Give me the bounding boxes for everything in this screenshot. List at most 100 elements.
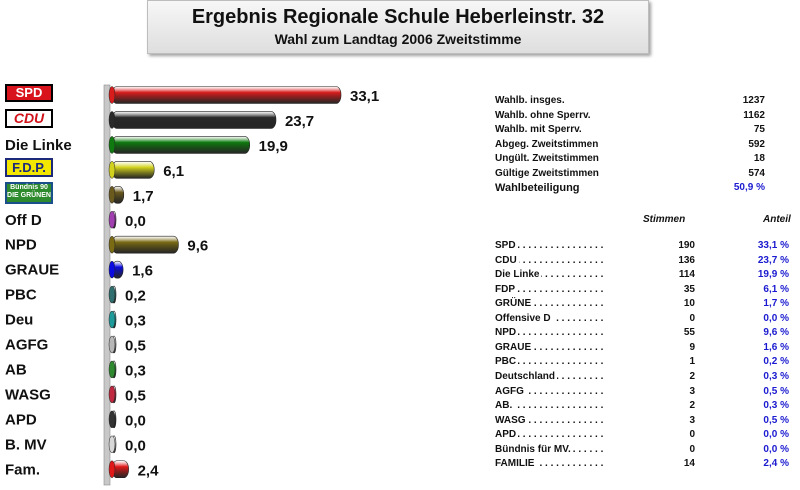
votes-value: 136: [678, 254, 695, 266]
votes-value: 0: [689, 312, 695, 324]
party-label: AB: [5, 361, 27, 378]
share-value: 23,7 %: [757, 254, 789, 266]
share-header: Anteil: [763, 214, 791, 225]
value-label: 0,0: [125, 412, 146, 429]
party-name: Offensive D: [495, 312, 553, 324]
results-row: . . . . . . . . . . . . . . . . . . . .G…: [495, 298, 794, 312]
bar-chart: Die Linke Off D NPD GRAUE PBC Deu AGFG AB WASG AP…: [5, 84, 379, 486]
votes-value: 55: [683, 327, 695, 339]
axis-wall: [103, 84, 111, 486]
share-value: 0,0 %: [763, 429, 789, 441]
stats-value: 574: [748, 167, 765, 179]
stats-value: 18: [753, 153, 765, 164]
leader-dots: . . . . . . . . . . . . . . . . . . . .: [495, 269, 604, 281]
value-label: 0,5: [125, 387, 146, 404]
bar: [111, 111, 277, 129]
leader-dots: . . . . . . . . . . . . . . . . . . . .: [495, 356, 604, 368]
chart-subtitle: Wahl zum Landtag 2006 Zweitstimme: [274, 31, 522, 47]
results-row: . . . . . . . . . . . . . . . . . . . .S…: [495, 240, 794, 254]
votes-value: 1: [689, 356, 695, 368]
bar: [111, 136, 250, 154]
leader-dots: . . . . . . . . . . . . . . . . . . . .: [495, 283, 604, 295]
party-label: GRAUE: [5, 262, 59, 279]
votes-value: 0: [689, 443, 695, 455]
leader-dots: . . . . . . . . . . . . . . . . . . . .: [495, 385, 604, 397]
votes-header: Stimmen: [643, 214, 686, 225]
share-value: 0,0 %: [763, 443, 789, 455]
leader-dots: . . . . . . . . . . . . . . . . . . . .: [495, 341, 604, 353]
value-label: 0,2: [125, 288, 146, 305]
cdu-logo: CDU: [5, 109, 53, 128]
party-name: Deutschland: [495, 370, 558, 382]
party-label: NPD: [5, 237, 37, 254]
votes-value: 190: [678, 240, 695, 251]
stats-row: Gültige Zweitstimmen 574: [495, 168, 765, 182]
party-label: PBC: [5, 287, 37, 304]
value-label: 23,7: [285, 113, 314, 130]
votes-value: 10: [683, 298, 695, 310]
party-name: FDP: [495, 283, 517, 295]
bar-base: [108, 435, 116, 454]
stats-label: Wahlb. ohne Sperrv.: [495, 109, 591, 121]
bar-base: [108, 460, 116, 478]
results-row: . . . . . . . . . . . . . . . . . . . .A…: [495, 429, 794, 443]
results-row: . . . . . . . . . . . . . . . . . . . .D…: [495, 370, 794, 385]
results-row: . . . . . . . . . . . . . . . . . . . .D…: [495, 269, 794, 283]
leader-dots: . . . . . . . . . . . . . . . . . . . .: [495, 240, 604, 251]
leader-dots: . . . . . . . . . . . . . . . . . . . .: [495, 458, 604, 470]
value-label: 0,0: [125, 437, 146, 454]
votes-value: 114: [678, 269, 695, 281]
party-name: CDU: [495, 254, 519, 266]
leader-dots: . . . . . . . . . . . . . . . . . . . .: [495, 298, 604, 310]
stats-value: 592: [748, 138, 765, 150]
bar-base: [108, 211, 116, 229]
stats-label: Gültige Zweitstimmen: [495, 167, 599, 179]
share-value: 0,3 %: [763, 370, 789, 382]
share-value: 0,3 %: [763, 400, 789, 412]
share-value: 19,9 %: [757, 269, 789, 281]
party-name: FAMILIE: [495, 458, 537, 470]
stats-row: Wahlb. ohne Sperrv. 1162: [495, 110, 765, 124]
stats-label: Wahlb. mit Sperrv.: [495, 124, 582, 135]
share-value: 6,1 %: [763, 283, 789, 295]
party-name: SPD: [495, 240, 518, 251]
share-value: 9,6 %: [763, 327, 789, 339]
value-label: 1,7: [133, 188, 154, 205]
share-value: 0,5 %: [763, 385, 789, 397]
stats-label: Abgeg. Zweitstimmen: [495, 138, 599, 150]
results-row: . . . . . . . . . . . . . . . . . . . .F…: [495, 283, 794, 298]
results-row: . . . . . . . . . . . . . . . . . . . .P…: [495, 356, 794, 370]
party-label: Deu: [5, 312, 33, 329]
results-row: . . . . . . . . . . . . . . . . . . . .C…: [495, 254, 794, 269]
stats-value: 1162: [743, 109, 765, 121]
value-label: 0,5: [125, 338, 146, 355]
leader-dots: . . . . . . . . . . . . . . . . . . . .: [495, 414, 604, 426]
party-name: GRAUE: [495, 341, 534, 353]
party-label: WASG: [5, 386, 51, 403]
value-label: 1,6: [132, 263, 153, 280]
stats-row: Wahlb. mit Sperrv. 75: [495, 124, 765, 138]
share-value: 0,0 %: [763, 312, 789, 324]
value-label: 2,4: [138, 462, 160, 479]
bar: [111, 235, 179, 254]
fdp-logo: F.D.P.: [5, 158, 53, 177]
party-name: PBC: [495, 356, 519, 368]
bar-base: [108, 360, 116, 379]
stats-row: Wahlbeteiligung 50,9 %: [495, 182, 765, 196]
votes-value: 2: [689, 370, 695, 382]
share-value: 1,7 %: [763, 298, 789, 310]
stats-label: Wahlb. insges.: [495, 95, 565, 106]
results-row: . . . . . . . . . . . . . . . . . . . .W…: [495, 414, 794, 429]
results-row: . . . . . . . . . . . . . . . . . . . .O…: [495, 312, 794, 327]
results-row: . . . . . . . . . . . . . . . . . . . .N…: [495, 327, 794, 341]
results-row: . . . . . . . . . . . . . . . . . . . .A…: [495, 400, 794, 414]
value-label: 33,1: [350, 88, 379, 105]
bar-base: [108, 186, 116, 204]
leader-dots: . . . . . . . . . . . . . . . . . . . .: [495, 400, 604, 412]
results-row: . . . . . . . . . . . . . . . . . . . .A…: [495, 385, 794, 400]
value-label: 6,1: [163, 163, 184, 180]
stats-row: Ungült. Zweitstimmen 18: [495, 153, 765, 167]
bar-base: [108, 310, 116, 329]
party-name: GRÜNE: [495, 298, 534, 310]
party-name: Bündnis für MV.: [495, 443, 573, 455]
